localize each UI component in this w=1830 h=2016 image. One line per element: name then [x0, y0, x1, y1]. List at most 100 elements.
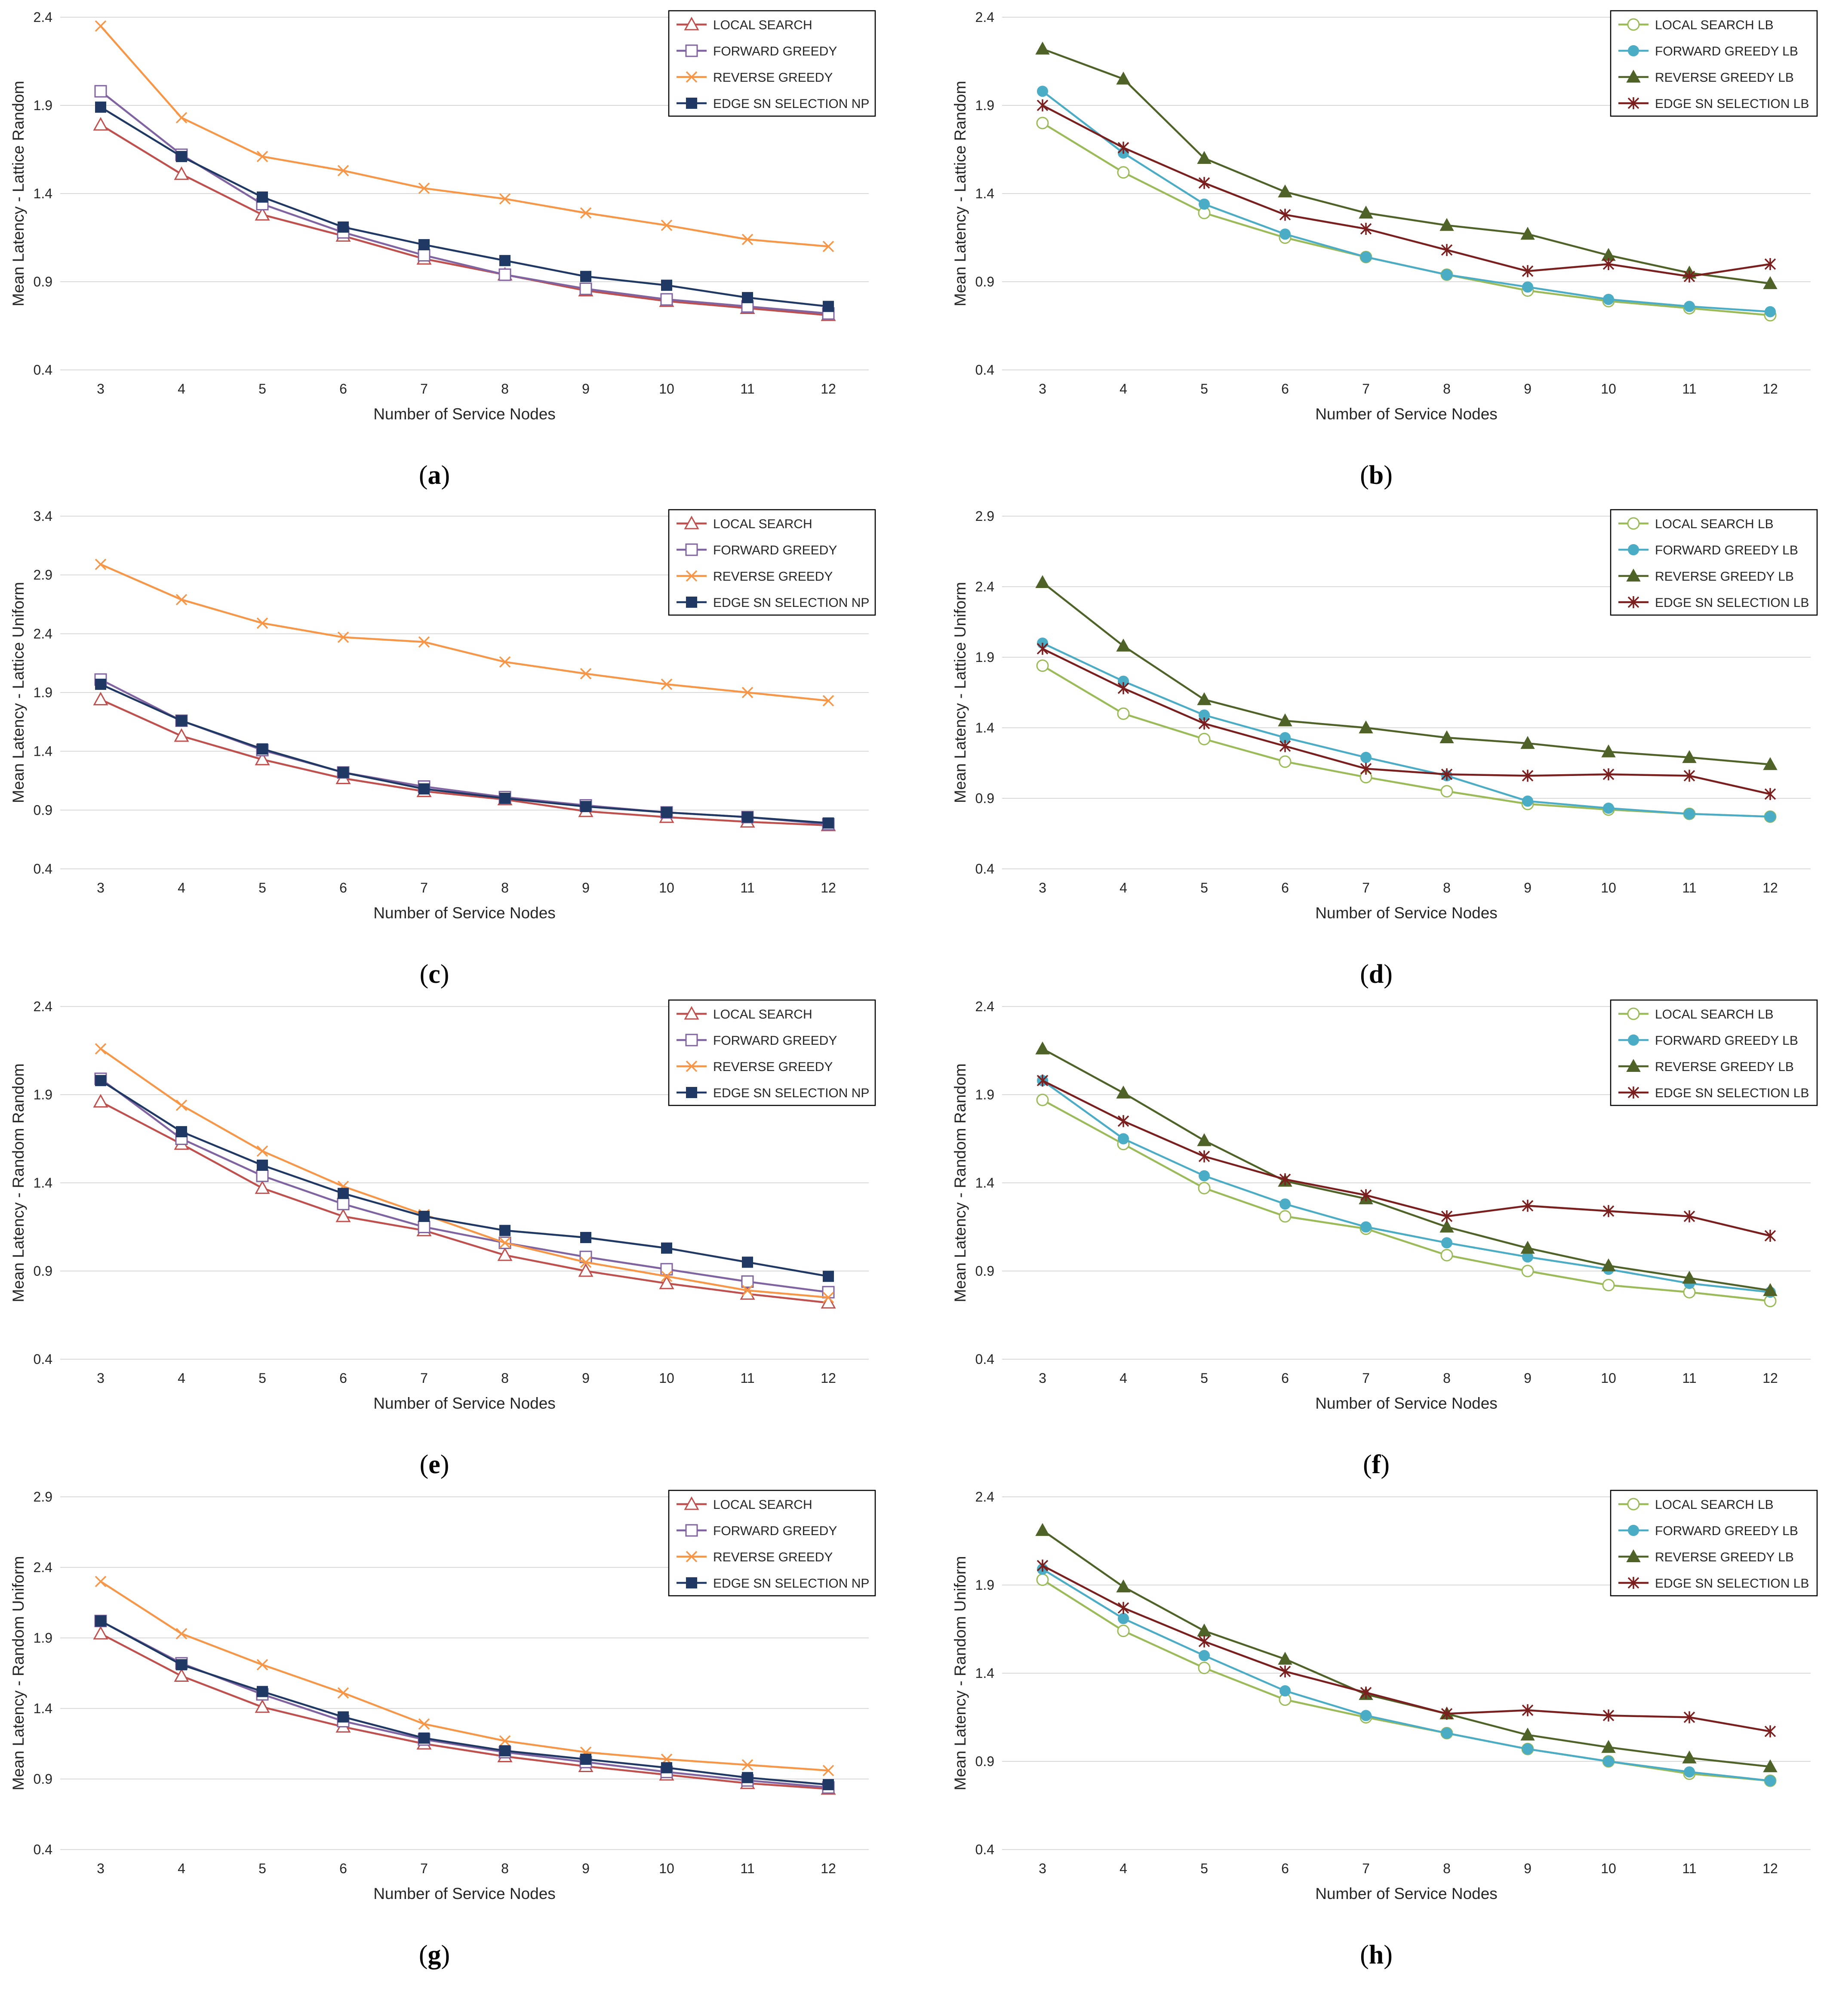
data-point	[418, 1221, 431, 1233]
legend-label: FORWARD GREEDY LB	[1655, 1034, 1798, 1048]
data-point	[1117, 166, 1130, 179]
legend-marker	[1628, 544, 1639, 555]
data-point	[1765, 1775, 1776, 1787]
x-tick-label: 6	[339, 880, 347, 896]
data-point	[1441, 1237, 1452, 1249]
chart-panel-g: 0.4 0.9 1.4 1.9 2.4 2.9 3 4 5 6 7 8 9 10 11 12 Number of…	[9, 1489, 876, 1970]
legend-label: REVERSE GREEDY	[713, 1550, 833, 1564]
x-axis-title: Number of Service Nodes	[373, 405, 556, 423]
y-tick-label: 2.4	[34, 999, 52, 1014]
data-point	[1360, 751, 1372, 763]
data-point	[95, 1075, 106, 1086]
data-point	[1682, 1750, 1697, 1764]
data-point	[1439, 218, 1454, 231]
data-point	[1603, 1756, 1614, 1767]
y-tick-label: 2.4	[34, 9, 52, 25]
legend-label: EDGE SN SELECTION LB	[1655, 596, 1809, 610]
legend-label: EDGE SN SELECTION NP	[713, 1086, 869, 1100]
y-tick-label: 2.4	[975, 1489, 994, 1505]
data-point	[661, 806, 672, 818]
x-tick-label: 10	[659, 1370, 674, 1386]
data-point	[1765, 306, 1776, 317]
data-point	[1522, 265, 1534, 277]
legend-marker	[1627, 18, 1640, 31]
chart-panel-h: 0.4 0.9 1.4 1.9 2.4 3 4 5 6 7 8 9 10 11 12 Number of Se…	[951, 1489, 1818, 1970]
data-point	[1117, 1625, 1130, 1637]
legend-label: FORWARD GREEDY	[713, 543, 837, 557]
legend-marker	[684, 16, 699, 31]
data-point	[255, 1180, 270, 1194]
data-point	[1360, 223, 1372, 235]
data-point	[1117, 142, 1129, 154]
data-point	[95, 102, 106, 113]
data-point	[175, 112, 188, 123]
x-tick-label: 6	[1281, 381, 1289, 397]
legend-label: FORWARD GREEDY LB	[1655, 44, 1798, 58]
y-axis-title: Mean Latency - Lattice Uniform	[9, 582, 27, 803]
data-point	[418, 239, 430, 250]
series-line	[1042, 582, 1771, 766]
data-point	[1279, 228, 1291, 240]
data-point	[1520, 736, 1535, 749]
data-point	[1198, 1635, 1210, 1648]
x-tick-label: 9	[1524, 1861, 1532, 1876]
x-tick-label: 12	[1762, 1370, 1778, 1386]
data-point	[338, 1188, 349, 1199]
x-tick-label: 5	[258, 1861, 266, 1876]
legend-label: REVERSE GREEDY	[713, 1060, 833, 1074]
legend-label: LOCAL SEARCH LB	[1655, 1007, 1774, 1022]
x-tick-label: 12	[821, 381, 836, 397]
legend-label: EDGE SN SELECTION LB	[1655, 97, 1809, 111]
data-point	[741, 1284, 754, 1296]
x-tick-label: 6	[339, 1861, 347, 1876]
chart-panel-a: 0.4 0.9 1.4 1.9 2.4 3 4 5 6 7 8 9 10 11 12 Number of Se…	[9, 9, 876, 490]
data-point	[93, 117, 108, 131]
x-tick-label: 7	[420, 880, 428, 896]
data-point	[498, 268, 511, 281]
legend-label: EDGE SN SELECTION NP	[713, 596, 869, 610]
data-point	[742, 811, 753, 823]
data-point	[1522, 281, 1533, 293]
data-point	[1117, 1115, 1129, 1127]
legend-marker	[684, 1006, 699, 1020]
legend-box	[1610, 509, 1818, 616]
data-point	[580, 271, 591, 282]
x-tick-label: 7	[1362, 381, 1370, 397]
legend-box	[1610, 10, 1818, 117]
y-tick-label: 1.9	[34, 685, 52, 700]
data-point	[1278, 1652, 1292, 1665]
legend-label: REVERSE GREEDY LB	[1655, 1060, 1794, 1074]
x-axis-title: Number of Service Nodes	[1315, 1885, 1498, 1902]
x-tick-label: 11	[1682, 1861, 1696, 1876]
data-point	[1763, 1759, 1778, 1773]
legend-marker	[686, 570, 698, 582]
y-tick-label: 3.4	[34, 508, 52, 524]
data-point	[1035, 1523, 1050, 1536]
data-point	[1684, 301, 1695, 312]
series-line	[1042, 48, 1771, 285]
data-point	[1522, 795, 1533, 807]
data-point	[1198, 1182, 1211, 1194]
data-point	[661, 1271, 673, 1282]
data-point	[1441, 244, 1453, 256]
series-line	[100, 1633, 829, 1790]
data-point	[1360, 251, 1372, 263]
data-point	[1603, 802, 1614, 814]
data-point	[1522, 769, 1534, 782]
x-tick-label: 7	[420, 381, 428, 397]
x-tick-label: 9	[1524, 381, 1532, 397]
x-tick-label: 10	[1601, 880, 1616, 896]
chart-panel-e: 0.4 0.9 1.4 1.9 2.4 3 4 5 6 7 8 9 10 11 12 Number of Se…	[9, 999, 876, 1479]
y-tick-label: 1.9	[975, 98, 994, 113]
y-tick-label: 0.9	[34, 1771, 52, 1787]
x-tick-label: 4	[1120, 880, 1127, 896]
data-point	[1601, 1258, 1616, 1271]
x-tick-label: 11	[740, 880, 754, 896]
y-tick-label: 0.9	[34, 1263, 52, 1279]
data-point	[1359, 720, 1373, 733]
x-tick-label: 4	[178, 381, 185, 397]
y-tick-label: 0.4	[975, 861, 994, 877]
data-point	[742, 1772, 753, 1783]
x-tick-label: 4	[1120, 1861, 1127, 1876]
data-point	[1602, 1279, 1615, 1292]
